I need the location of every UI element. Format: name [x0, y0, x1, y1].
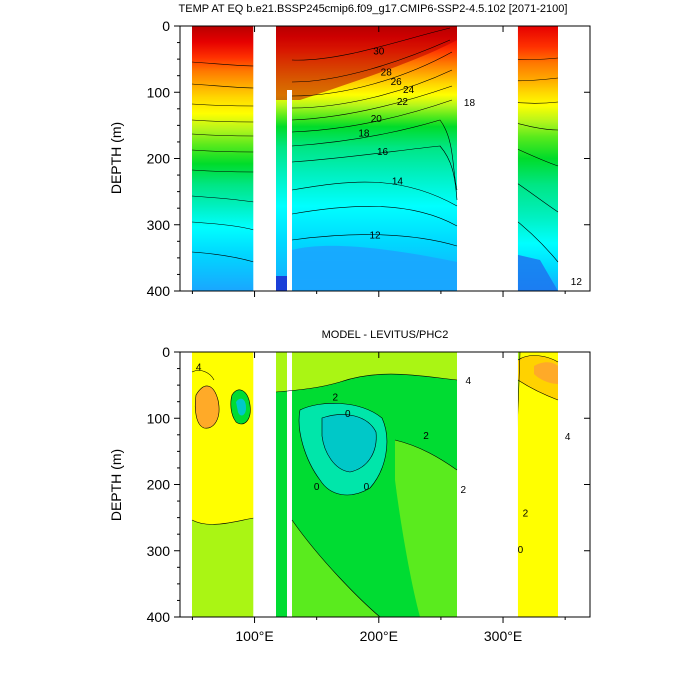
bottom-panel-title: MODEL - LEVITUS/PHC2: [322, 329, 449, 341]
top-panel-title: TEMP AT EQ b.e21.BSSP245cmip6.f09_g17.CM…: [179, 3, 568, 15]
top-land-gap-0: [253, 26, 276, 291]
bottom-contour-label: 2: [333, 392, 339, 403]
top-contour-label: 20: [371, 114, 383, 125]
bottom-panel: MODEL - LEVITUS/PHC2: [108, 329, 591, 644]
top-y-axis-label: DEPTH (m): [108, 122, 124, 194]
bottom-contour-label: 0: [345, 409, 351, 420]
top-land-gap-1: [478, 26, 518, 291]
temp-deep-patch: [276, 276, 287, 291]
top-contour-label: 26: [391, 77, 403, 88]
bottom-y-axis-label: DEPTH (m): [108, 449, 124, 521]
top-contour-label: 12: [571, 277, 583, 288]
bottom-ytick-label: 200: [147, 477, 171, 493]
diff-central-lime: [276, 352, 457, 392]
bottom-contour-label: 4: [465, 376, 471, 387]
top-contour-label: 18: [358, 129, 370, 140]
bottom-ytick-label: 300: [147, 543, 171, 559]
bottom-contour-label: 2: [460, 485, 466, 496]
top-axes: 0 100 200 300 400: [147, 18, 590, 299]
top-ytick-label: 100: [147, 84, 171, 100]
top-contour-label: 24: [403, 85, 415, 96]
top-ytick-label: 400: [147, 283, 171, 299]
top-contour-label: 14: [392, 176, 404, 187]
bottom-contour-label: 2: [523, 508, 529, 519]
diff-central-light: [395, 440, 457, 617]
bottom-field: [191, 351, 559, 618]
top-contour-label: 12: [369, 231, 381, 242]
diff-east-orange: [534, 362, 558, 384]
top-panel: TEMP AT EQ b.e21.BSSP245cmip6.f09_g17.CM…: [108, 3, 591, 299]
temp-warm-pool: [276, 26, 457, 100]
top-ytick-label: 0: [162, 18, 170, 34]
bottom-xtick-label: 100°E: [235, 628, 273, 644]
diff-west-cyan: [236, 398, 246, 416]
top-contour-label: 30: [373, 47, 385, 58]
narrow-gap-strip: [287, 90, 292, 291]
top-contour-label: 28: [381, 68, 393, 79]
bottom-ytick-label: 400: [147, 609, 171, 625]
top-contour-label: 16: [377, 147, 389, 158]
top-contour-label: 22: [397, 97, 409, 108]
bottom-ytick-label: 0: [162, 344, 170, 360]
bottom-contour-label: 0: [518, 545, 524, 556]
diff-west-orange: [195, 385, 220, 429]
bottom-xtick-label: 200°E: [360, 628, 398, 644]
bottom-contour-label: 0: [364, 482, 370, 493]
bottom-land-gap-1: [478, 352, 518, 617]
top-field: [191, 26, 559, 291]
diff-central-deep: [292, 520, 380, 617]
bottom-contour-label: 4: [565, 432, 571, 443]
temp-deep-band: [292, 245, 457, 291]
bottom-contour-label: 4: [196, 363, 202, 374]
diff-west-lime: [192, 518, 254, 617]
bottom-contour-label: 2: [423, 431, 429, 442]
top-contour-label: 18: [464, 98, 476, 109]
diff-core-inner: [322, 414, 377, 472]
temp-region-west: [192, 26, 254, 291]
bottom-ytick-label: 100: [147, 410, 171, 426]
top-ytick-label: 300: [147, 217, 171, 233]
top-ytick-label: 200: [147, 151, 171, 167]
bottom-land-gap-0: [253, 352, 276, 617]
bottom-xtick-label: 300°E: [484, 628, 522, 644]
narrow-gap-strip-2: [287, 352, 292, 617]
bottom-contour-label: 0: [314, 482, 320, 493]
